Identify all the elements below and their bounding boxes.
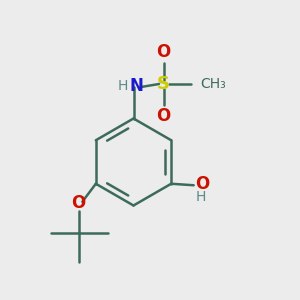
Text: S: S bbox=[157, 75, 170, 93]
Text: CH₃: CH₃ bbox=[200, 77, 226, 91]
Text: O: O bbox=[156, 43, 171, 61]
Text: H: H bbox=[118, 79, 128, 92]
Text: H: H bbox=[195, 190, 206, 204]
Text: O: O bbox=[156, 107, 171, 125]
Text: N: N bbox=[130, 77, 143, 95]
Text: O: O bbox=[71, 194, 85, 212]
Text: O: O bbox=[195, 175, 209, 193]
